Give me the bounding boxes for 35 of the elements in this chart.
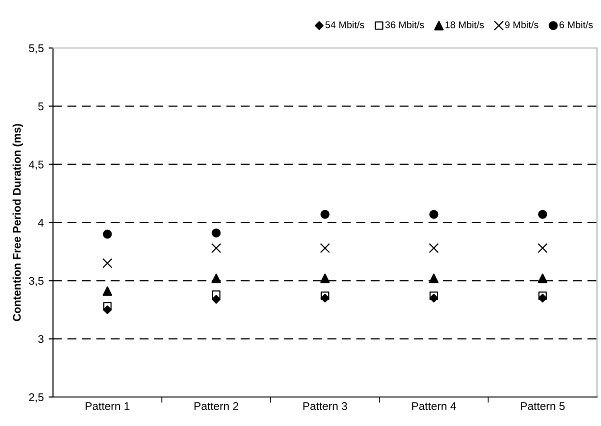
point: [211, 243, 222, 254]
point: [538, 274, 548, 284]
y-tick-label: 4: [38, 218, 44, 227]
x-tick-label: Pattern 3: [303, 402, 348, 410]
x-tick-label: Pattern 5: [520, 402, 565, 410]
point: [320, 243, 330, 254]
point: [211, 274, 221, 284]
point: [429, 210, 438, 219]
point: [102, 258, 112, 268]
point: [320, 274, 330, 284]
x-tick-label: Pattern 4: [412, 402, 456, 410]
legend-label: 36 Mbit/s: [385, 21, 424, 28]
y-tick-label: 5,5: [28, 44, 44, 54]
point: [320, 210, 330, 219]
y-axis-title: Contention Free Period Duration (ms): [12, 124, 23, 322]
y-tick-label: 3: [38, 335, 44, 343]
point: [212, 228, 221, 238]
point: [103, 305, 112, 314]
y-tick-label: 3,5: [28, 276, 44, 286]
x-tick-label: Pattern 2: [194, 402, 238, 410]
point: [538, 210, 548, 219]
point: [212, 294, 221, 304]
point: [102, 230, 112, 239]
y-tick-label: 2,5: [29, 393, 44, 402]
legend-label: 54 Mbit/s: [325, 21, 364, 28]
legend-label: 6 Mbit/s: [560, 21, 593, 28]
legend-label: 18 Mbit/s: [446, 21, 484, 28]
point: [538, 243, 548, 254]
legend-label: 9 Mbit/s: [505, 21, 538, 28]
y-tick-label: 5: [38, 102, 44, 110]
point: [428, 243, 439, 254]
point: [429, 274, 439, 284]
y-tick-label: 4,5: [28, 160, 44, 170]
point: [102, 286, 112, 296]
x-tick-label: Pattern 1: [86, 402, 130, 410]
